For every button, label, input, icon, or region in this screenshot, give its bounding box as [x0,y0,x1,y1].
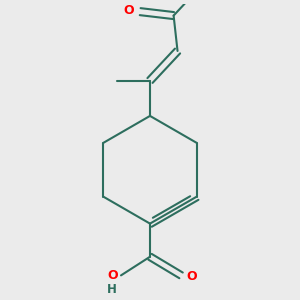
Text: O: O [107,269,118,282]
Text: O: O [123,4,134,17]
Text: O: O [186,270,197,283]
Text: H: H [107,284,117,296]
